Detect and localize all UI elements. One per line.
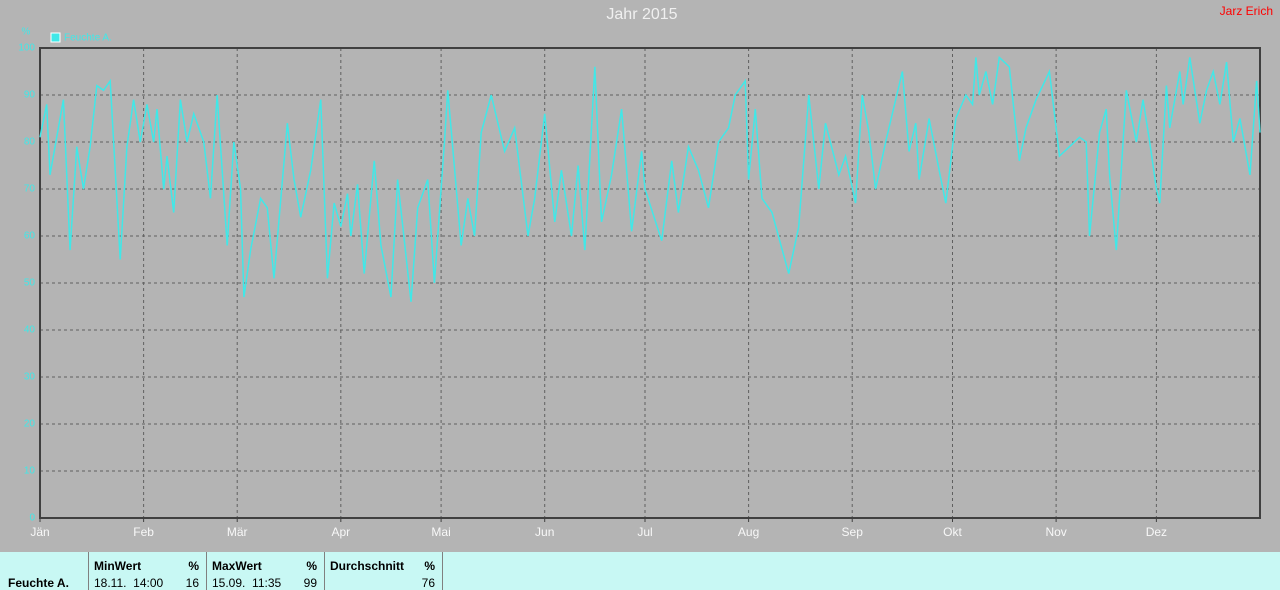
value: 76 [421, 576, 435, 590]
x-tick-label: Apr [331, 525, 350, 539]
time: 18.11. 14:00 [94, 576, 164, 590]
stats-table: Feuchte A. MinWert % 18.11. 14:00 16 Max… [0, 552, 1280, 590]
y-tick-label: 50 [24, 278, 36, 289]
x-tick-label: Feb [133, 525, 154, 539]
min-cell: MinWert % 18.11. 14:00 16 [89, 552, 207, 590]
avg-cell: Durchschnitt % 76 [325, 552, 443, 590]
y-tick-label: 30 [24, 372, 36, 383]
x-tick-label: Jun [535, 525, 554, 539]
x-tick-label: Okt [943, 525, 962, 539]
row-label: Feuchte A. [8, 576, 69, 590]
user-name: Jarz Erich [1220, 4, 1273, 18]
y-tick-label: 80 [24, 137, 36, 148]
y-tick-label: 90 [24, 90, 36, 101]
legend-swatch [50, 32, 61, 43]
x-tick-label: Aug [738, 525, 759, 539]
x-tick-label: Sep [842, 525, 864, 539]
x-tick-label: Nov [1045, 525, 1066, 539]
y-tick-label: 20 [24, 419, 36, 430]
unit: % [424, 559, 435, 573]
time: 15.09. 11:35 [212, 576, 282, 590]
y-axis-label: % [22, 27, 31, 38]
y-tick-label: 40 [24, 325, 36, 336]
x-tick-label: Mär [227, 525, 248, 539]
y-tick-label: 0 [29, 513, 35, 524]
x-tick-label: Dez [1146, 525, 1167, 539]
y-tick-label: 100 [18, 43, 35, 54]
value: 16 [185, 576, 199, 590]
chart-title: Jahr 2015 [606, 6, 677, 23]
chart: Jahr 2015 Jarz Erich % 0 10 20 30 40 50 60 70 80… [18, 4, 1273, 539]
data-line [39, 55, 1261, 302]
x-tick-label: Jul [637, 525, 652, 539]
x-tick-label: Jän [30, 525, 49, 539]
plot-border [39, 47, 1261, 519]
unit: % [188, 559, 199, 573]
y-tick-label: 70 [24, 184, 36, 195]
header: MaxWert [212, 559, 262, 573]
x-tick-label: Mai [431, 525, 450, 539]
unit: % [306, 559, 317, 573]
y-tick-label: 60 [24, 231, 36, 242]
header: Durchschnitt [330, 559, 405, 573]
value: 99 [303, 576, 317, 590]
y-tick-label: 10 [24, 466, 36, 477]
max-cell: MaxWert % 15.09. 11:35 99 [207, 552, 325, 590]
legend-label: Feuchte A. [64, 33, 112, 44]
header: MinWert [94, 559, 142, 573]
row-cell: Feuchte A. [0, 552, 89, 590]
